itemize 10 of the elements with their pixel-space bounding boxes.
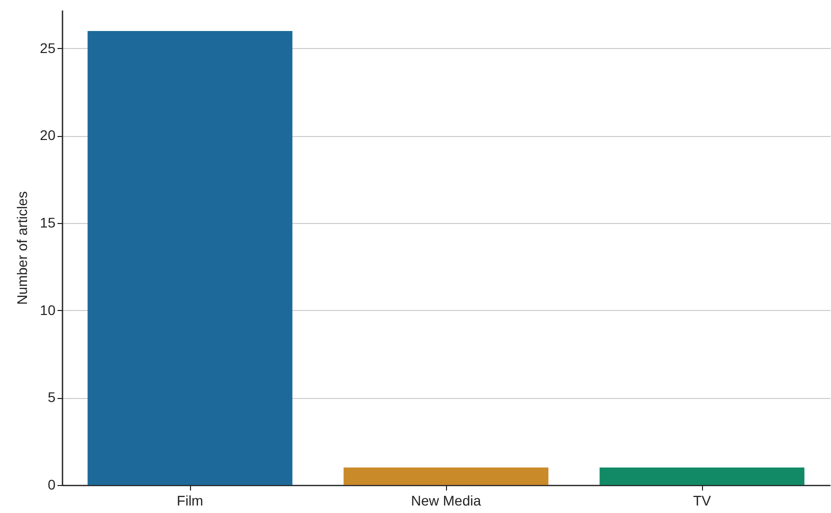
y-tick-label: 0 — [48, 476, 56, 492]
x-tick-label: Film — [176, 492, 204, 508]
y-tick-label: 15 — [40, 214, 56, 231]
y-tick-label: 20 — [40, 127, 56, 144]
y-tick-label: 10 — [40, 302, 56, 318]
y-tick-label: 5 — [48, 389, 56, 406]
y-tick-label: 25 — [40, 40, 56, 56]
x-tick-label: New Media — [410, 492, 482, 508]
y-axis-title: Number of articles — [14, 191, 30, 305]
x-tick-label: TV — [693, 492, 712, 508]
